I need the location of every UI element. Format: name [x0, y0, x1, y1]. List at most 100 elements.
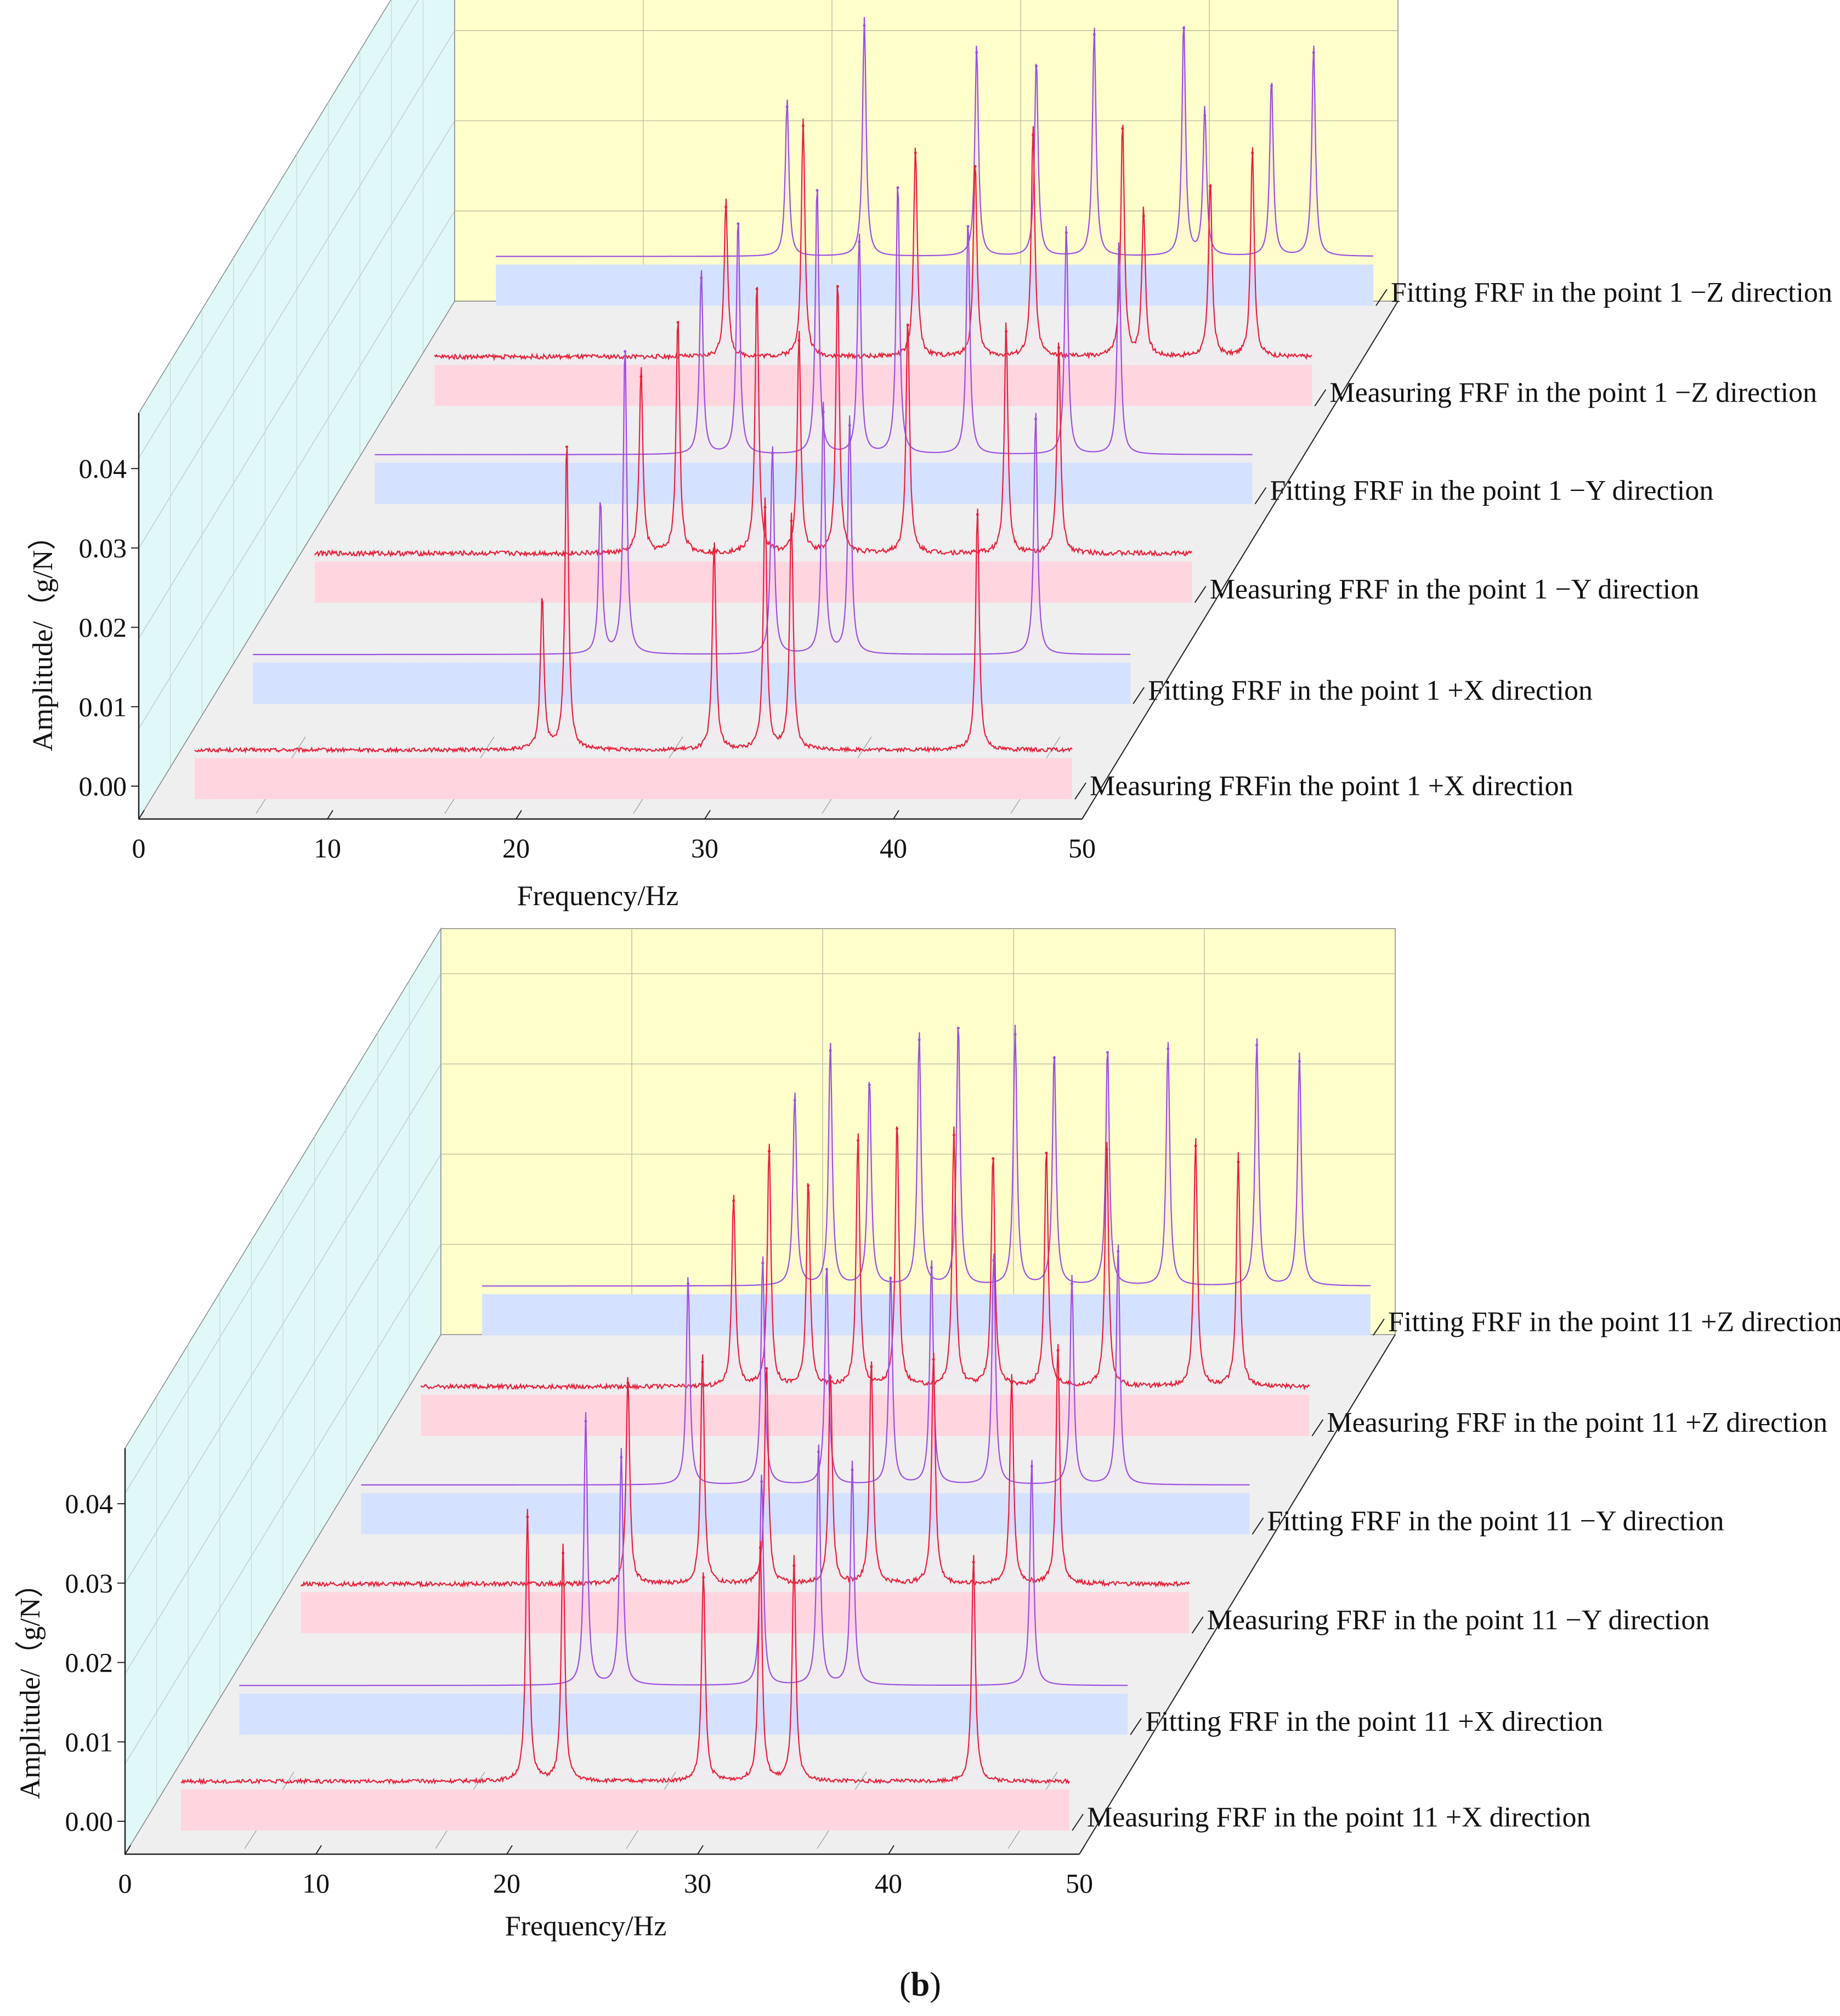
peak-point — [1045, 1151, 1048, 1155]
x-axis-title: Frequency/Hz — [505, 1911, 667, 1942]
series-line — [496, 17, 1373, 257]
panel-b: Fitting FRF in the point 11 +Z direction… — [15, 927, 1840, 2003]
peak-point — [1030, 1465, 1033, 1468]
series-ribbon — [239, 1693, 1128, 1735]
series-ribbon — [253, 662, 1131, 704]
peak-point — [966, 225, 970, 228]
peak-point — [639, 375, 643, 378]
x-tick-label: 10 — [302, 1868, 330, 1899]
y-tick-label: 0.04 — [65, 1488, 114, 1519]
series-ribbon — [496, 264, 1373, 306]
chart-axes: 0 10 20 30 40 50 0.00 0.01 0.02 0.03 0.04 — [65, 1334, 1396, 1899]
x-tick — [893, 810, 899, 820]
peak-point — [851, 1469, 854, 1472]
x-tick — [697, 1845, 704, 1855]
x-tick — [327, 810, 333, 820]
peak-point — [1117, 1250, 1120, 1253]
label-leader — [1254, 487, 1267, 505]
series-line — [253, 352, 1131, 656]
x-tick — [516, 810, 522, 820]
series-fitted: Fitting FRF in the point 11 +X direction — [239, 1412, 1603, 1737]
label-leader — [1072, 1814, 1084, 1831]
panel-label-letter: b — [911, 1966, 930, 2003]
peak-point — [701, 1360, 704, 1364]
series-line — [300, 1343, 1190, 1589]
series-measured: Measuring FRF in the point 1 −Y directio… — [314, 285, 1699, 605]
peak-point — [1270, 84, 1273, 88]
peak-point — [825, 1268, 828, 1271]
peak-point — [816, 189, 819, 192]
peak-point — [620, 1456, 623, 1459]
peak-point — [771, 451, 774, 455]
series-ribbon — [375, 462, 1253, 504]
x-tick — [704, 810, 711, 820]
peak-point — [992, 1157, 995, 1160]
series-label: Fitting FRF in the point 11 −Y direction — [1267, 1505, 1724, 1537]
panel-label: (b) — [899, 1966, 941, 2003]
series-ribbon — [361, 1493, 1250, 1534]
x-tick-label: 20 — [493, 1868, 520, 1899]
peak-point — [785, 105, 789, 108]
peak-point — [712, 547, 716, 550]
series-fitted: Fitting FRF in the point 1 −Y direction — [375, 186, 1714, 506]
series-measured: Measuring FRF in the point 1 −Z directio… — [434, 118, 1817, 409]
peak-point — [1237, 1160, 1240, 1164]
peak-point — [1142, 214, 1145, 218]
peak-point — [1092, 33, 1096, 36]
peak-point — [918, 1038, 921, 1041]
peak-point — [676, 321, 680, 324]
y-tick-label: 0.03 — [79, 533, 127, 563]
x-axis-title: Frequency/Hz — [517, 880, 679, 912]
y-tick-label: 0.02 — [65, 1647, 114, 1678]
x-tick — [1079, 1845, 1085, 1855]
panel-a: Fitting FRF in the point 1 −Z direction M… — [27, 0, 1832, 970]
peak-point — [700, 276, 703, 280]
peak-point — [732, 1199, 735, 1202]
y-tick-label: 0.04 — [79, 453, 127, 484]
x-tick — [124, 1845, 131, 1855]
peak-point — [767, 1150, 771, 1153]
series-line — [420, 1126, 1310, 1391]
peak-point — [626, 1381, 630, 1385]
x-tick-label: 40 — [880, 833, 907, 863]
peak-point — [758, 1546, 762, 1549]
label-leader — [1074, 782, 1086, 800]
peak-point — [817, 1450, 820, 1454]
peak-point — [829, 1049, 832, 1052]
peak-point — [1312, 51, 1315, 54]
peak-point — [1071, 1282, 1073, 1285]
peak-point — [1052, 1056, 1056, 1059]
x-tick-label: 50 — [1068, 833, 1096, 863]
y-axis-title: Amplitude/（g/N） — [27, 522, 59, 752]
series-area — [301, 1343, 1190, 1593]
series-label: Fitting FRF in the point 1 −Y direction — [1270, 475, 1714, 506]
series-line — [434, 118, 1312, 362]
x-tick-label: 20 — [502, 833, 530, 863]
x-tick — [138, 810, 145, 820]
peak-point — [972, 1561, 975, 1564]
x-tick — [315, 1845, 322, 1855]
y-tick-label: 0.01 — [65, 1726, 114, 1757]
peak-point — [1005, 330, 1007, 333]
peak-point — [976, 513, 979, 516]
peak-point — [822, 410, 825, 414]
x-tick-label: 10 — [314, 833, 341, 863]
peak-point — [790, 519, 793, 523]
peak-point — [565, 445, 568, 449]
label-leader — [1252, 1517, 1264, 1535]
series-ribbon — [181, 1789, 1069, 1831]
peak-point — [930, 1266, 933, 1269]
series-ribbon — [434, 365, 1312, 406]
series-area — [361, 1245, 1250, 1493]
series-label: Fitting FRF in the point 11 +X direction — [1145, 1706, 1603, 1737]
series-ribbon — [314, 561, 1192, 603]
peak-point — [1065, 231, 1068, 234]
peak-point — [1203, 114, 1207, 117]
peak-point — [868, 1083, 871, 1087]
series-layer: Fitting FRF in the point 11 +Z direction… — [180, 1025, 1840, 1833]
peak-point — [1034, 417, 1037, 421]
peak-point — [541, 601, 544, 605]
series-line — [375, 187, 1253, 455]
peak-point — [906, 324, 909, 327]
